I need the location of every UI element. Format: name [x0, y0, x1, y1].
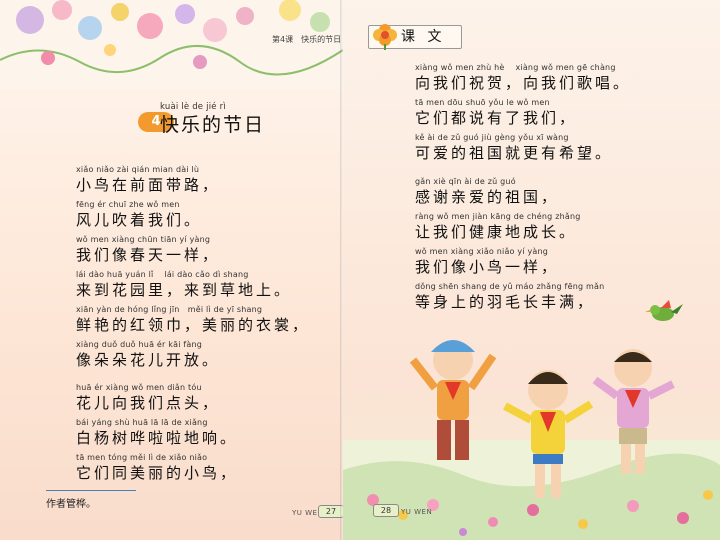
verse-text: 它们同美丽的小鸟， — [76, 464, 239, 482]
lesson-number-badge: 4 — [138, 112, 174, 132]
verse-pinyin: kě ài de zǔ guó jiù gèng yǒu xī wàng — [415, 133, 569, 142]
verse-pinyin: xiān yàn de hóng lǐng jīn měi lì de yī s… — [76, 305, 263, 314]
verse-text: 它们都说有了我们， — [415, 109, 578, 127]
verse-line: ràng wǒ men jiàn kāng de chéng zhǎng 让我们… — [415, 211, 581, 242]
verse-text: 鲜艳的红领巾，美丽的衣裳， — [76, 316, 311, 334]
page-number: 27 — [318, 505, 343, 518]
verse-pinyin: ràng wǒ men jiàn kāng de chéng zhǎng — [415, 212, 581, 221]
verse-pinyin: dǒng shēn shang de yǔ máo zhǎng fēng mǎn — [415, 282, 605, 291]
verse-line: xiǎo niǎo zài qián mian dài lù 小鸟在前面带路， — [76, 164, 220, 195]
verse-pinyin: tā men dōu shuō yǒu le wǒ men — [415, 98, 550, 107]
right-page: 课 文 xiàng wǒ men zhù hè xiàng wǒ men gē … — [343, 0, 720, 540]
footnote-divider — [46, 490, 136, 491]
verse-pinyin: huā ér xiàng wǒ men diǎn tóu — [76, 383, 202, 392]
verse-pinyin: wǒ men xiàng chūn tiān yí yàng — [76, 235, 211, 244]
verse-pinyin: xiǎo niǎo zài qián mian dài lù — [76, 165, 200, 174]
verse-text: 小鸟在前面带路， — [76, 176, 221, 194]
running-head: 第4课 快乐的节日 — [272, 35, 342, 44]
verse-line: tā men dōu shuō yǒu le wǒ men 它们都说有了我们， — [415, 97, 577, 128]
verse-line: tā men tóng měi lì de xiǎo niǎo 它们同美丽的小鸟… — [76, 452, 238, 483]
verse-line: xiàng wǒ men zhù hè xiàng wǒ men gē chàn… — [415, 62, 631, 93]
verse-text: 等身上的羽毛长丰满， — [415, 293, 596, 311]
verse-pinyin: lái dào huā yuán lǐ lái dào cǎo dì shang — [76, 270, 249, 279]
verse-pinyin: tā men tóng měi lì de xiǎo niǎo — [76, 453, 208, 462]
verse-line: wǒ men xiàng chūn tiān yí yàng 我们像春天一样， — [76, 234, 220, 265]
section-label: 课 文 — [401, 29, 446, 45]
page-number: 28 — [373, 504, 399, 517]
verse-text: 向我们祝贺，向我们歌唱。 — [415, 74, 632, 92]
verse-text: 来到花园里，来到草地上。 — [76, 281, 293, 299]
children-celebrating-illustration — [343, 340, 720, 540]
lesson-title-pinyin: kuài lè de jié rì — [160, 102, 226, 112]
verse-pinyin: fēng ér chuī zhe wǒ men — [76, 200, 180, 209]
verse-text: 可爱的祖国就更有希望。 — [415, 144, 614, 162]
bird-icon — [645, 300, 683, 321]
verse-line: fēng ér chuī zhe wǒ men 风儿吹着我们。 — [76, 199, 202, 230]
verse-pinyin: xiàng wǒ men zhù hè xiàng wǒ men gē chàn… — [415, 63, 616, 72]
verse-text: 我们像春天一样， — [76, 246, 221, 264]
verse-line: lái dào huā yuán lǐ lái dào cǎo dì shang… — [76, 269, 292, 300]
verse-line: bái yáng shù huā lā lā de xiǎng 白杨树哗啦啦地响… — [76, 417, 238, 448]
verse-text: 花儿向我们点头， — [76, 394, 221, 412]
verse-text: 我们像小鸟一样， — [415, 258, 560, 276]
verse-line: gǎn xiè qīn ài de zǔ guó 感谢亲爱的祖国， — [415, 176, 559, 207]
flower-icon — [373, 24, 397, 50]
footnote: 作者管桦。 — [46, 499, 96, 510]
verse-text: 感谢亲爱的祖国， — [415, 188, 560, 206]
page-label: YU WEN — [292, 509, 324, 517]
verse-text: 让我们健康地成长。 — [415, 223, 578, 241]
verse-text: 像朵朵花儿开放。 — [76, 351, 221, 369]
verse-line: kě ài de zǔ guó jiù gèng yǒu xī wàng 可爱的… — [415, 132, 613, 163]
verse-line: dǒng shēn shang de yǔ máo zhǎng fēng mǎn… — [415, 281, 604, 312]
verse-line: xiān yàn de hóng lǐng jīn měi lì de yī s… — [76, 304, 310, 335]
verse-pinyin: wǒ men xiàng xiǎo niǎo yí yàng — [415, 247, 549, 256]
verse-pinyin: xiàng duǒ duǒ huā ér kāi fàng — [76, 340, 203, 349]
floral-border-illustration — [0, 0, 343, 90]
verse-pinyin: gǎn xiè qīn ài de zǔ guó — [415, 177, 516, 186]
verse-text: 白杨树哗啦啦地响。 — [76, 429, 239, 447]
page-label: YU WEN — [401, 508, 433, 516]
verse-line: huā ér xiàng wǒ men diǎn tóu 花儿向我们点头， — [76, 382, 220, 413]
verse-line: wǒ men xiàng xiǎo niǎo yí yàng 我们像小鸟一样， — [415, 246, 559, 277]
lesson-title: 快乐的节日 — [160, 114, 266, 136]
verse-text: 风儿吹着我们。 — [76, 211, 203, 229]
left-page: 第4课 快乐的节日 4 kuài lè de jié rì 快乐的节日 xiǎo… — [0, 0, 343, 540]
verse-pinyin: bái yáng shù huā lā lā de xiǎng — [76, 418, 208, 427]
verse-line: xiàng duǒ duǒ huā ér kāi fàng 像朵朵花儿开放。 — [76, 339, 220, 370]
